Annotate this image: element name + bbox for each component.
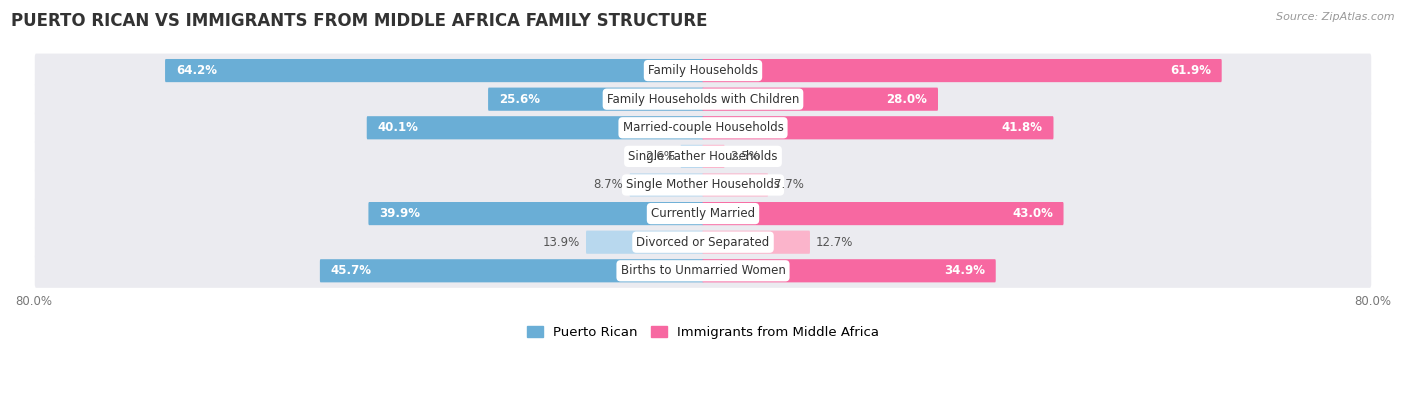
FancyBboxPatch shape (703, 59, 1222, 82)
Text: Currently Married: Currently Married (651, 207, 755, 220)
FancyBboxPatch shape (703, 259, 995, 282)
FancyBboxPatch shape (368, 202, 703, 225)
Text: 28.0%: 28.0% (886, 93, 928, 106)
Legend: Puerto Rican, Immigrants from Middle Africa: Puerto Rican, Immigrants from Middle Afr… (522, 321, 884, 344)
FancyBboxPatch shape (35, 82, 1371, 116)
FancyBboxPatch shape (165, 59, 703, 82)
FancyBboxPatch shape (703, 202, 1063, 225)
FancyBboxPatch shape (703, 231, 810, 254)
Text: Divorced or Separated: Divorced or Separated (637, 236, 769, 249)
Text: Single Father Households: Single Father Households (628, 150, 778, 163)
Text: 43.0%: 43.0% (1012, 207, 1053, 220)
FancyBboxPatch shape (703, 88, 938, 111)
FancyBboxPatch shape (703, 173, 768, 197)
Text: Family Households: Family Households (648, 64, 758, 77)
FancyBboxPatch shape (703, 145, 724, 168)
Text: 8.7%: 8.7% (593, 179, 623, 192)
Text: 13.9%: 13.9% (543, 236, 581, 249)
FancyBboxPatch shape (488, 88, 703, 111)
Text: Births to Unmarried Women: Births to Unmarried Women (620, 264, 786, 277)
FancyBboxPatch shape (586, 231, 703, 254)
Text: Married-couple Households: Married-couple Households (623, 121, 783, 134)
Text: 64.2%: 64.2% (176, 64, 217, 77)
Text: 41.8%: 41.8% (1001, 121, 1043, 134)
Text: 40.1%: 40.1% (377, 121, 419, 134)
FancyBboxPatch shape (35, 168, 1371, 202)
Text: 34.9%: 34.9% (943, 264, 986, 277)
Text: 2.5%: 2.5% (731, 150, 761, 163)
Text: 12.7%: 12.7% (815, 236, 853, 249)
Text: PUERTO RICAN VS IMMIGRANTS FROM MIDDLE AFRICA FAMILY STRUCTURE: PUERTO RICAN VS IMMIGRANTS FROM MIDDLE A… (11, 12, 707, 30)
FancyBboxPatch shape (35, 225, 1371, 259)
FancyBboxPatch shape (35, 54, 1371, 88)
Text: Family Households with Children: Family Households with Children (607, 93, 799, 106)
Text: 2.6%: 2.6% (645, 150, 675, 163)
Text: Single Mother Households: Single Mother Households (626, 179, 780, 192)
Text: 45.7%: 45.7% (330, 264, 371, 277)
Text: 39.9%: 39.9% (380, 207, 420, 220)
Text: Source: ZipAtlas.com: Source: ZipAtlas.com (1277, 12, 1395, 22)
FancyBboxPatch shape (35, 111, 1371, 145)
Text: 7.7%: 7.7% (775, 179, 804, 192)
FancyBboxPatch shape (681, 145, 703, 168)
FancyBboxPatch shape (35, 139, 1371, 173)
Text: 61.9%: 61.9% (1170, 64, 1211, 77)
FancyBboxPatch shape (35, 197, 1371, 231)
FancyBboxPatch shape (321, 259, 703, 282)
FancyBboxPatch shape (367, 116, 703, 139)
FancyBboxPatch shape (703, 116, 1053, 139)
FancyBboxPatch shape (35, 254, 1371, 288)
Text: 25.6%: 25.6% (499, 93, 540, 106)
FancyBboxPatch shape (630, 173, 703, 197)
